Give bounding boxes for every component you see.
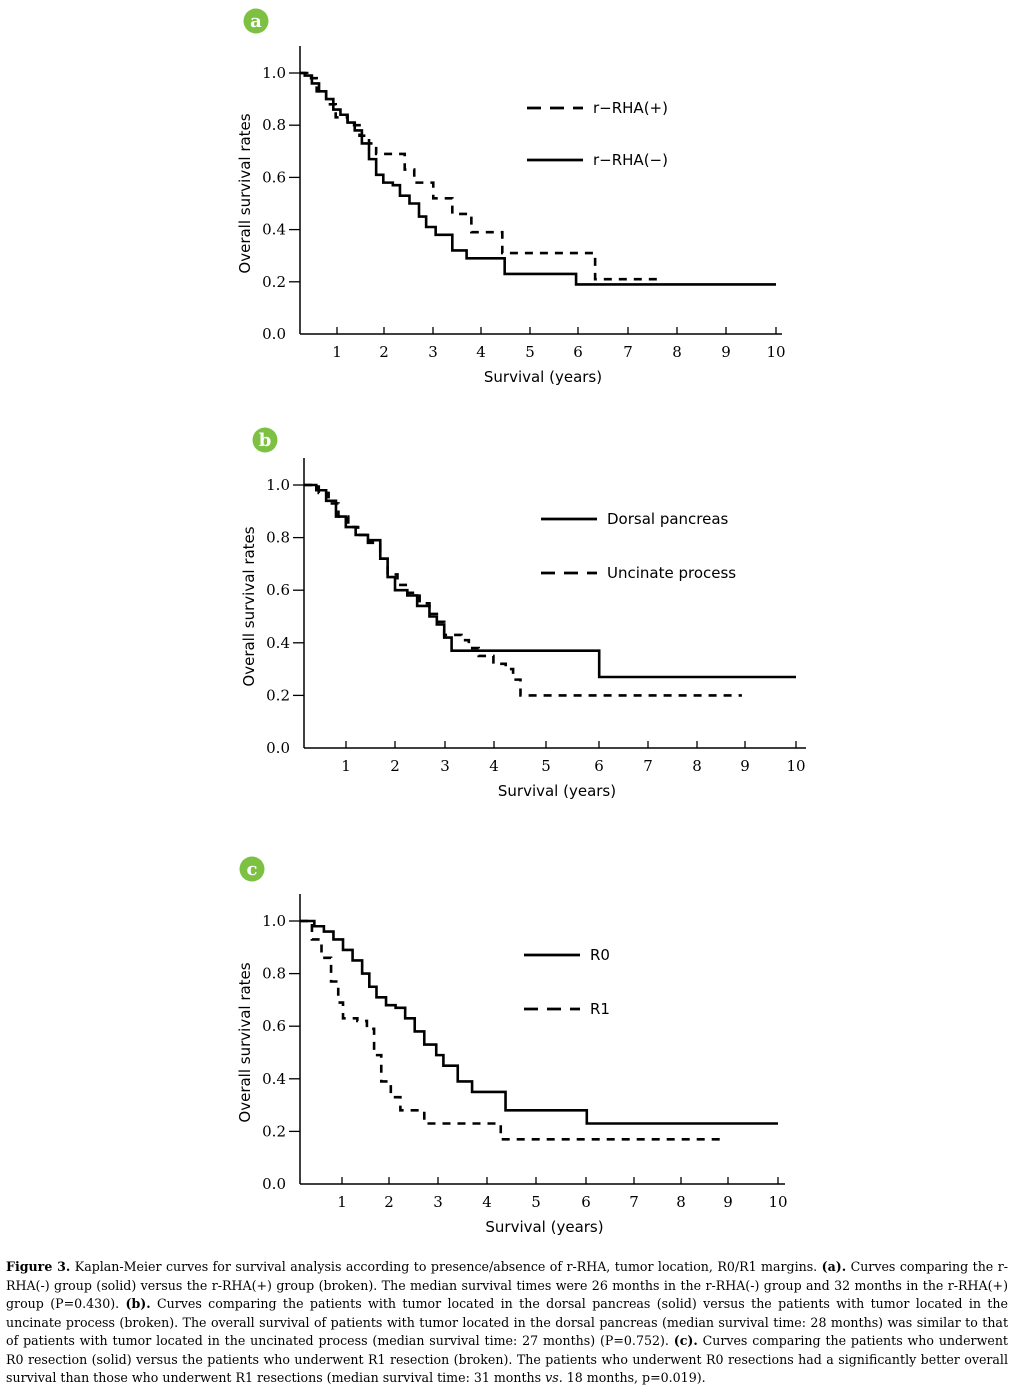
x-tick-label: 8 — [692, 757, 702, 775]
y-tick-label: 1.0 — [262, 64, 286, 82]
x-tick-label: 4 — [489, 757, 499, 775]
panel-badge — [243, 8, 269, 34]
x-axis-title: Survival (years) — [485, 1218, 603, 1236]
panel-badge — [239, 856, 265, 882]
x-tick-label: 9 — [723, 1193, 733, 1211]
y-tick-label: 0.8 — [266, 529, 290, 547]
panel-badge — [252, 427, 278, 453]
x-tick-label: 7 — [643, 757, 653, 775]
caption-c-text: Curves comparing the patients who underw… — [6, 1333, 1008, 1385]
x-tick-label: 1 — [341, 757, 351, 775]
caption-figure-label: Figure 3. — [6, 1259, 71, 1274]
y-tick-label: 0.0 — [266, 739, 290, 757]
y-tick-label: 0.2 — [262, 1122, 286, 1140]
caption-vs: vs. — [545, 1370, 563, 1385]
x-tick-label: 3 — [428, 343, 438, 361]
x-tick-label: 9 — [740, 757, 750, 775]
x-tick-label: 10 — [786, 757, 805, 775]
x-tick-label: 8 — [676, 1193, 686, 1211]
legend-label: R1 — [590, 1000, 610, 1018]
y-tick-label: 0.4 — [266, 634, 290, 652]
legend-label: Dorsal pancreas — [607, 510, 729, 528]
caption-a-text: Curves comparing the r-RHA(-) group (sol… — [6, 1259, 1008, 1311]
x-tick-label: 6 — [573, 343, 583, 361]
panel-badge-label: b — [259, 430, 272, 451]
y-tick-label: 0.2 — [262, 273, 286, 291]
y-tick-label: 0.0 — [262, 1175, 286, 1193]
x-tick-label: 1 — [332, 343, 342, 361]
caption-a-label: (a). — [821, 1259, 847, 1274]
y-axis-title: Overall survival rates — [236, 962, 254, 1122]
survival-curve-broken — [304, 483, 742, 697]
x-tick-label: 1 — [337, 1193, 347, 1211]
x-tick-label: 6 — [581, 1193, 591, 1211]
survival-curve-solid — [304, 483, 796, 679]
panel-badge-label: a — [250, 11, 262, 32]
y-tick-label: 0.8 — [262, 116, 286, 134]
x-axis-title: Survival (years) — [498, 782, 616, 800]
legend-label: r−RHA(+) — [593, 99, 668, 117]
y-tick-label: 1.0 — [266, 476, 290, 494]
x-tick-label: 7 — [623, 343, 633, 361]
x-tick-label: 6 — [594, 757, 604, 775]
legend-label: R0 — [590, 946, 610, 964]
caption-b-text: Curves comparing the patients with tumor… — [6, 1296, 1008, 1348]
caption-c-label: (c). — [673, 1333, 698, 1348]
x-tick-label: 10 — [766, 343, 785, 361]
x-tick-label: 5 — [541, 757, 551, 775]
caption-b-label: (b). — [125, 1296, 151, 1311]
y-tick-label: 0.0 — [262, 325, 286, 343]
x-tick-label: 3 — [433, 1193, 443, 1211]
y-tick-label: 0.2 — [266, 686, 290, 704]
x-tick-label: 4 — [476, 343, 486, 361]
x-axis-title: Survival (years) — [484, 368, 602, 386]
chart-panel-b: b 0.0 0.2 0.4 0.6 0.8 1.0 1 2 3 4 5 6 7 8 9 10 Survival (… — [240, 427, 806, 800]
caption-end: 18 months, p=0.019). — [562, 1370, 706, 1385]
x-tick-label: 2 — [384, 1193, 394, 1211]
legend-label: r−RHA(−) — [593, 151, 668, 169]
x-tick-label: 10 — [768, 1193, 787, 1211]
y-axis-title: Overall survival rates — [236, 113, 254, 273]
x-tick-label: 5 — [531, 1193, 541, 1211]
y-tick-label: 0.6 — [262, 168, 286, 186]
panel-badge-label: c — [247, 859, 258, 880]
x-tick-label: 7 — [629, 1193, 639, 1211]
x-tick-label: 3 — [440, 757, 450, 775]
x-tick-label: 5 — [525, 343, 535, 361]
chart-panel-c: c 0.0 0.2 0.4 0.6 0.8 1.0 1 2 3 4 5 6 7 8 9 10 Survival (… — [236, 856, 788, 1236]
chart-panel-a: a 0.0 0.2 0.4 0.6 0.8 1.0 1 2 3 4 5 6 7 8 9 10 Survival (… — [236, 8, 786, 386]
y-tick-label: 1.0 — [262, 912, 286, 930]
x-tick-label: 2 — [390, 757, 400, 775]
x-tick-label: 8 — [672, 343, 682, 361]
survival-curve-broken — [300, 919, 726, 1141]
y-tick-label: 0.8 — [262, 965, 286, 983]
x-tick-label: 4 — [482, 1193, 492, 1211]
y-tick-label: 0.6 — [266, 581, 290, 599]
figure-caption: Figure 3. Kaplan-Meier curves for surviv… — [6, 1258, 1008, 1388]
x-tick-label: 9 — [721, 343, 731, 361]
survival-curve-solid — [300, 71, 776, 286]
caption-intro: Kaplan-Meier curves for survival analysi… — [70, 1259, 822, 1274]
survival-curve-solid — [300, 919, 778, 1125]
y-tick-label: 0.6 — [262, 1017, 286, 1035]
x-tick-label: 2 — [379, 343, 389, 361]
kaplan-meier-figure: a 0.0 0.2 0.4 0.6 0.8 1.0 1 2 3 4 5 6 7 8 9 10 Survival (… — [236, 8, 806, 1236]
y-axis-title: Overall survival rates — [240, 526, 258, 686]
legend-label: Uncinate process — [607, 564, 736, 582]
y-tick-label: 0.4 — [262, 221, 286, 239]
y-tick-label: 0.4 — [262, 1070, 286, 1088]
